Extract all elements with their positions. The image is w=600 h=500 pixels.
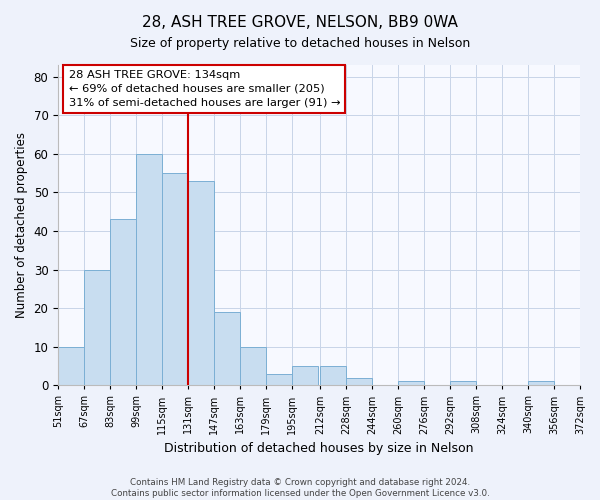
Bar <box>84 270 110 386</box>
Bar <box>58 346 84 386</box>
Bar <box>240 346 266 386</box>
Bar <box>214 312 240 386</box>
Bar <box>136 154 162 386</box>
Bar <box>528 382 554 386</box>
Bar <box>580 382 600 386</box>
Text: Contains HM Land Registry data © Crown copyright and database right 2024.
Contai: Contains HM Land Registry data © Crown c… <box>110 478 490 498</box>
Bar <box>188 181 214 386</box>
Text: Size of property relative to detached houses in Nelson: Size of property relative to detached ho… <box>130 38 470 51</box>
Bar <box>320 366 346 386</box>
Bar <box>110 220 136 386</box>
Bar <box>162 173 188 386</box>
X-axis label: Distribution of detached houses by size in Nelson: Distribution of detached houses by size … <box>164 442 474 455</box>
Bar <box>266 374 292 386</box>
Bar <box>398 382 424 386</box>
Bar <box>346 378 372 386</box>
Text: 28, ASH TREE GROVE, NELSON, BB9 0WA: 28, ASH TREE GROVE, NELSON, BB9 0WA <box>142 15 458 30</box>
Text: 28 ASH TREE GROVE: 134sqm
← 69% of detached houses are smaller (205)
31% of semi: 28 ASH TREE GROVE: 134sqm ← 69% of detac… <box>68 70 340 108</box>
Bar <box>292 366 318 386</box>
Bar <box>450 382 476 386</box>
Y-axis label: Number of detached properties: Number of detached properties <box>15 132 28 318</box>
